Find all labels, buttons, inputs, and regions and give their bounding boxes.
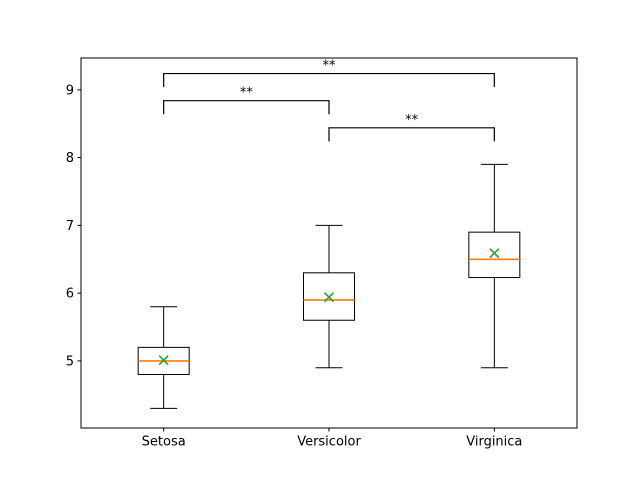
- x-tick-label-versicolor: Versicolor: [297, 435, 361, 450]
- significance-label: **: [323, 59, 337, 74]
- x-tick-label-virginica: Virginica: [466, 435, 522, 450]
- y-tick-label: 9: [66, 83, 74, 98]
- boxplot-group-setosa: [137, 306, 190, 409]
- mean-marker-versicolor: [323, 292, 335, 303]
- significance-label: **: [240, 86, 254, 101]
- box-virginica: [468, 231, 521, 279]
- significance-bracket: [163, 100, 330, 115]
- box-versicolor: [303, 272, 355, 321]
- significance-bracket: [163, 72, 495, 88]
- x-tick-label-setosa: Setosa: [142, 435, 186, 450]
- y-tick-label: 7: [66, 219, 74, 234]
- mean-marker-virginica: [489, 248, 500, 259]
- significance-bracket: [328, 127, 495, 142]
- mean-marker-setosa: [158, 355, 169, 366]
- y-tick-label: 8: [66, 151, 74, 166]
- boxplot-group-virginica: [468, 163, 521, 369]
- significance-label: **: [405, 113, 419, 128]
- boxplot-group-versicolor: [303, 224, 355, 369]
- y-tick-label: 5: [66, 354, 74, 369]
- y-tick-label: 6: [66, 287, 74, 302]
